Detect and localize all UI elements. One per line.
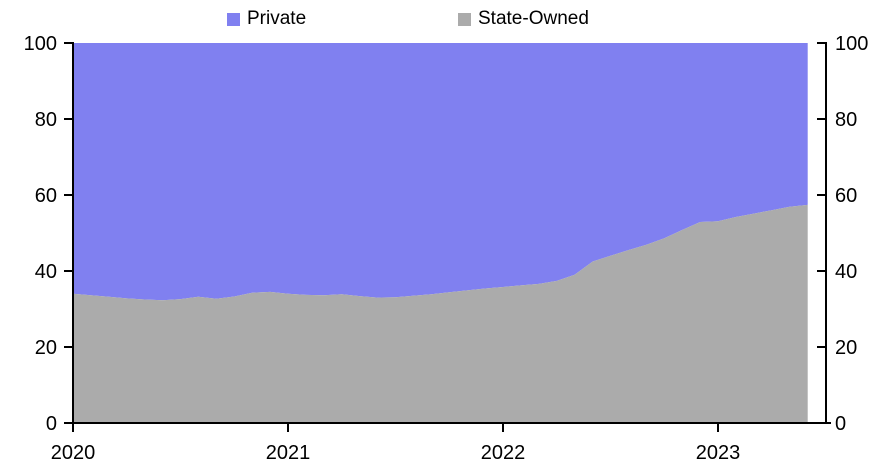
right-axis-label: 20 bbox=[835, 337, 857, 359]
right-axis-label: 80 bbox=[835, 109, 857, 131]
state-owned-area bbox=[73, 204, 808, 423]
private-area bbox=[73, 43, 808, 301]
x-axis-label: 2021 bbox=[266, 442, 311, 464]
right-axis-label: 0 bbox=[835, 413, 846, 435]
x-axis-label: 2020 bbox=[51, 442, 96, 464]
left-axis-label: 20 bbox=[35, 337, 57, 359]
x-axis-label: 2023 bbox=[696, 442, 741, 464]
right-axis-label: 60 bbox=[835, 185, 857, 207]
left-axis-label: 60 bbox=[35, 185, 57, 207]
legend-item-private: Private bbox=[227, 9, 306, 29]
left-axis-label: 40 bbox=[35, 261, 57, 283]
left-axis-label: 100 bbox=[24, 33, 57, 55]
legend-swatch-private-icon bbox=[227, 12, 240, 26]
right-axis-label: 100 bbox=[835, 33, 868, 55]
left-axis-label: 0 bbox=[46, 413, 57, 435]
legend: Private State-Owned bbox=[0, 0, 892, 36]
legend-label-private: Private bbox=[247, 8, 307, 29]
right-axis-label: 40 bbox=[835, 261, 857, 283]
legend-swatch-state-owned-icon bbox=[458, 12, 471, 26]
legend-label-state-owned: State-Owned bbox=[478, 8, 589, 29]
legend-item-state-owned: State-Owned bbox=[458, 9, 589, 29]
x-axis-label: 2022 bbox=[481, 442, 526, 464]
left-axis-label: 80 bbox=[35, 109, 57, 131]
